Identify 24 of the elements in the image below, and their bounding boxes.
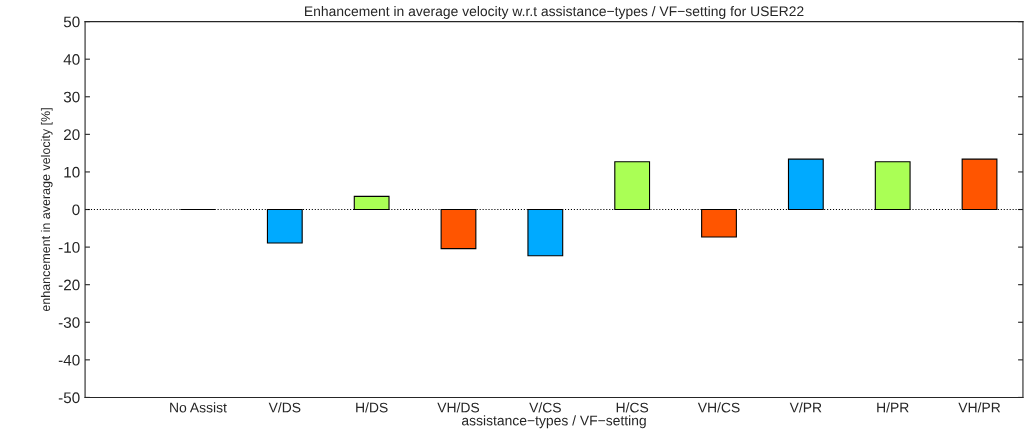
y-tick-label: -10 [58, 241, 80, 253]
x-tick-label: H/PR [877, 402, 909, 413]
x-tick-label: H/DS [356, 402, 388, 413]
y-tick-label: -30 [58, 317, 80, 328]
x-tick-label: V/CS [529, 402, 561, 413]
x-tick-label: V/PR [789, 402, 822, 413]
y-tick-label: -20 [58, 279, 80, 291]
y-tick-label: -40 [58, 354, 80, 366]
y-tick-label: 10 [64, 166, 80, 178]
y-tick-label: 0 [72, 204, 80, 216]
x-tick-label: VH/DS [437, 402, 480, 413]
x-tick-label: V/DS [268, 402, 301, 413]
y-tick-label: -50 [58, 392, 80, 404]
x-axis-title: assistance−types / VF−setting [461, 415, 646, 429]
y-tick-label: 40 [63, 54, 80, 65]
chart-title: Enhancement in average velocity w.r.t assistance−types / VF−setting for USER22 [305, 5, 804, 19]
y-tick-label: 50 [63, 16, 80, 28]
x-tick-label: VH/PR [958, 402, 1001, 413]
y-axis-title: enhancement in average velocity [%] [40, 108, 53, 312]
y-tick-label: 30 [63, 91, 80, 103]
x-tick-label: No Assist [170, 402, 227, 413]
x-tick-label: H/CS [616, 402, 649, 413]
y-tick-label: 20 [63, 129, 80, 141]
x-tick-label: VH/CS [697, 402, 740, 413]
